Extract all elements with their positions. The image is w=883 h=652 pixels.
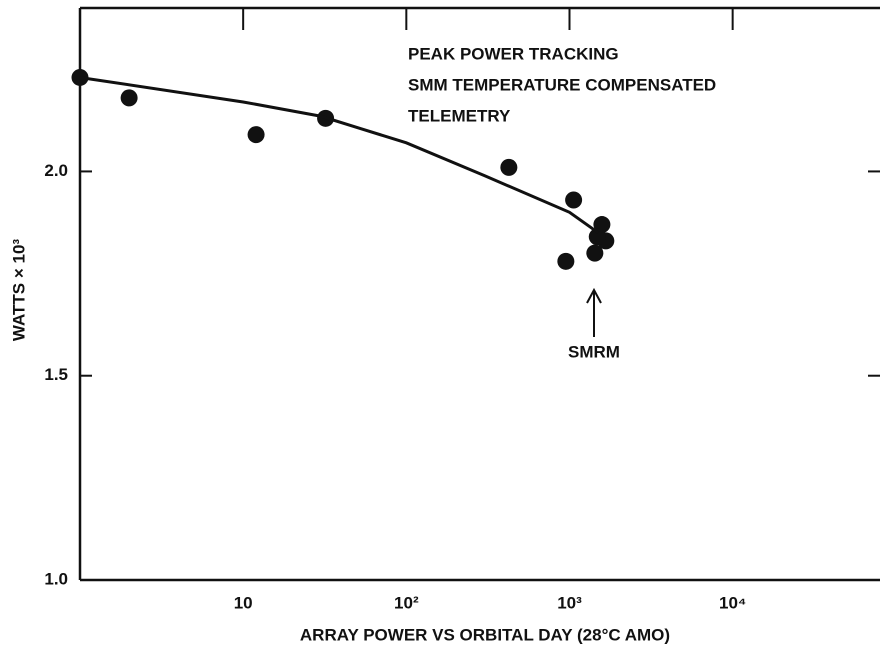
x-tick-label: 10³ — [557, 593, 582, 612]
y-tick-label: 1.0 — [44, 569, 68, 588]
data-point — [247, 126, 265, 144]
annotation: SMRM — [568, 342, 620, 361]
data-point — [557, 252, 575, 270]
data-point — [500, 158, 518, 176]
data-point — [120, 89, 138, 107]
data-point — [586, 244, 604, 262]
data-point — [588, 228, 606, 246]
annotation: SMM TEMPERATURE COMPENSATED — [408, 75, 716, 94]
y-tick-label: 2.0 — [44, 161, 68, 180]
arrow-head — [586, 287, 602, 304]
x-tick-label: 10² — [394, 593, 419, 612]
annotation: PEAK POWER TRACKING — [408, 44, 619, 63]
data-point — [565, 191, 583, 209]
y-axis-label: WATTS × 10³ — [9, 239, 28, 342]
axes — [78, 6, 880, 582]
annotation: TELEMETRY — [408, 106, 511, 125]
x-axis-label: ARRAY POWER VS ORBITAL DAY (28°C AMO) — [300, 625, 670, 644]
y-tick-label: 1.5 — [44, 365, 68, 384]
x-tick-label: 10⁴ — [719, 593, 746, 612]
x-tick-label: 10 — [234, 593, 253, 612]
fit-curve — [79, 75, 600, 234]
